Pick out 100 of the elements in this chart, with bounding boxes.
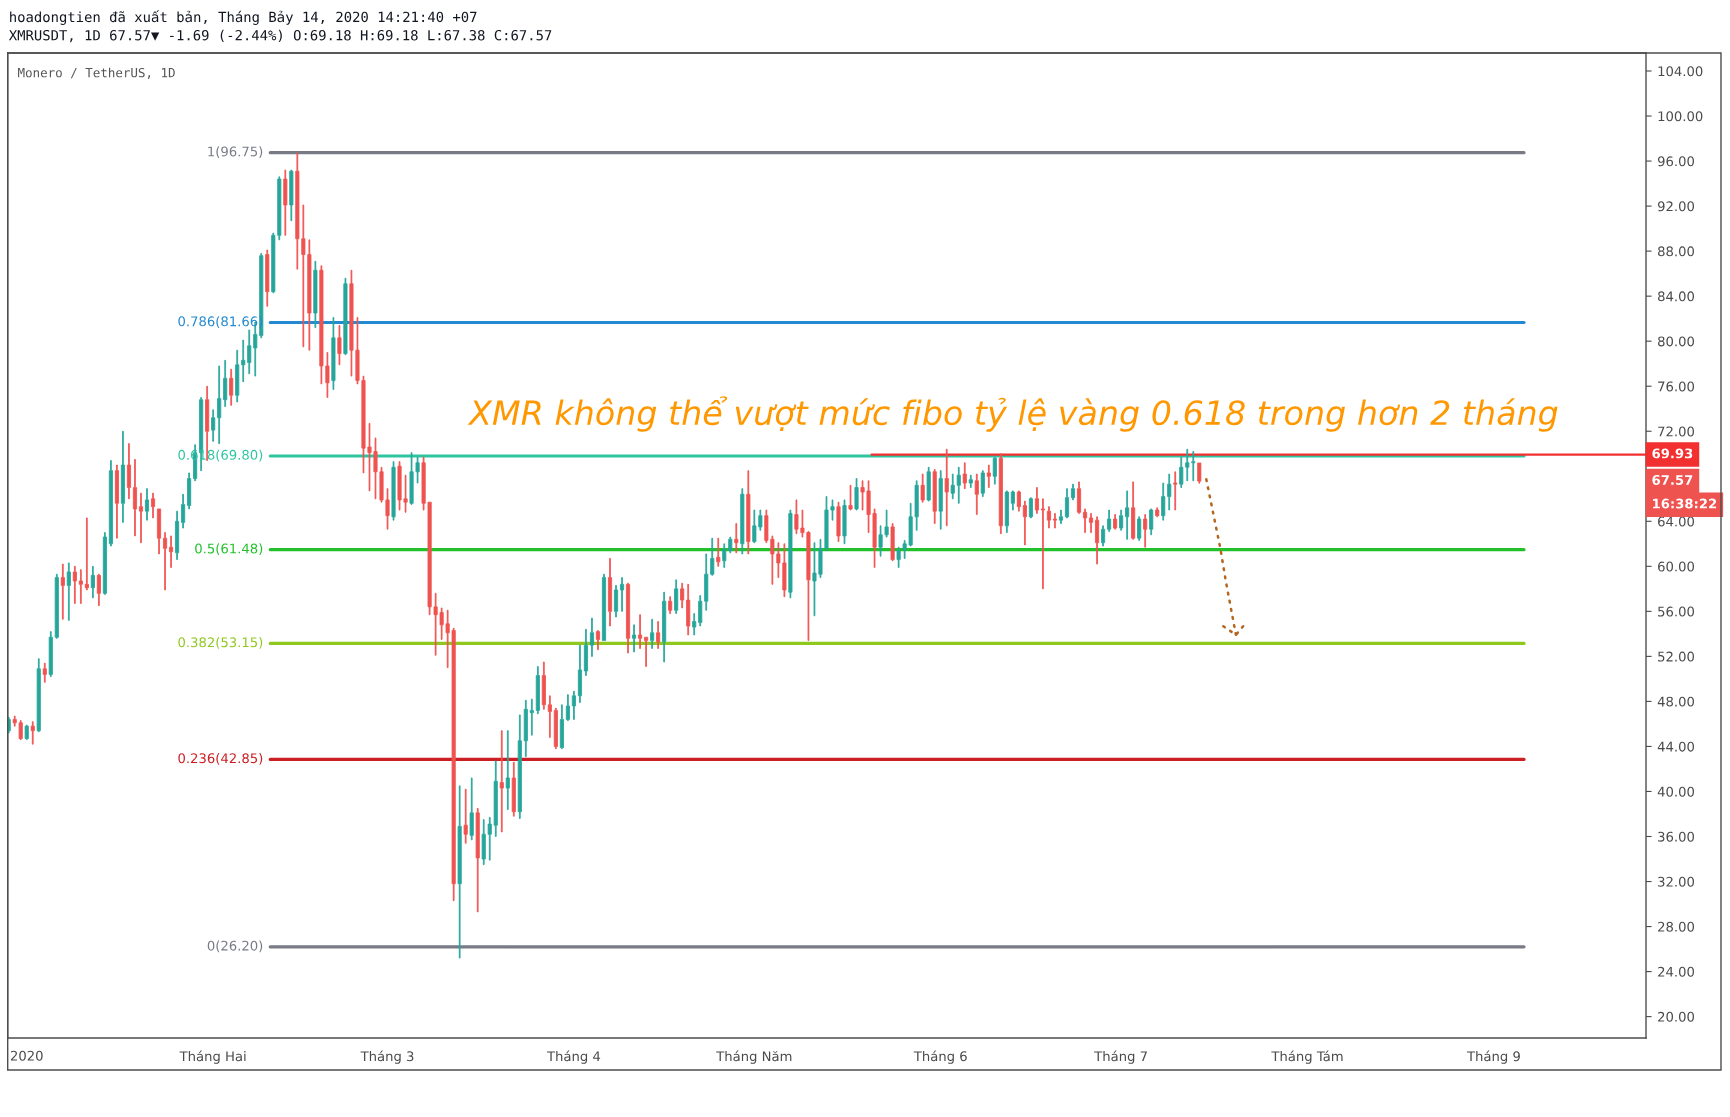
candlestick: [229, 368, 234, 406]
candlestick: [559, 704, 564, 750]
candlestick: [565, 694, 570, 721]
y-tick-label: 56.00: [1658, 606, 1695, 617]
text: hoadongtien đã xuất bản, Tháng Bảy 14, 2020 14:21:40 +07: [10, 10, 477, 25]
candlestick: [90, 565, 95, 599]
candlestick: [72, 565, 77, 604]
candlestick: [842, 499, 847, 545]
candlestick: [337, 325, 342, 366]
y-tick-label: 100.00: [1658, 111, 1703, 122]
candlestick: [265, 249, 270, 307]
candlestick: [920, 473, 925, 503]
candlestick: [517, 714, 522, 819]
candlestick: [24, 724, 29, 741]
candlestick: [499, 730, 504, 833]
candlestick: [986, 464, 991, 488]
x-tick-label: Tháng Tám: [1271, 1050, 1343, 1064]
candlestick: [1137, 516, 1142, 541]
candlestick: [1107, 509, 1112, 532]
x-tick-label: Tháng 9: [1466, 1050, 1520, 1064]
candlestick: [698, 595, 703, 627]
candlestick: [102, 532, 107, 595]
y-tick-label: 96.00: [1657, 156, 1695, 167]
candlestick: [980, 470, 985, 497]
y-tick-label: 80.00: [1658, 336, 1695, 347]
candlestick: [890, 523, 895, 562]
series-label: 1(96.75): [208, 146, 263, 159]
candlestick: [692, 613, 697, 636]
y-tick-label: 40.00: [1657, 786, 1695, 797]
candlestick: [1161, 482, 1166, 521]
candlestick: [734, 523, 739, 554]
candlestick: [1173, 471, 1178, 511]
candlestick: [1004, 490, 1009, 533]
candlestick: [1052, 513, 1058, 529]
candlestick: [60, 563, 65, 620]
text: 67.57: [1652, 474, 1693, 485]
series-label: 0.382(53.15): [178, 637, 263, 649]
candlestick: [644, 636, 649, 667]
candlestick: [680, 582, 685, 609]
candlestick: [968, 474, 973, 488]
candlestick: [156, 508, 162, 555]
candlestick: [126, 443, 132, 500]
candlestick: [541, 661, 546, 710]
candlestick: [613, 585, 619, 618]
candlestick: [944, 448, 949, 527]
candlestick: [716, 537, 721, 567]
candlestick: [1070, 483, 1076, 501]
candlestick: [547, 695, 552, 738]
candlestick: [469, 777, 474, 841]
y-tick-label: 52.00: [1658, 651, 1695, 662]
candlestick: [1197, 462, 1202, 484]
y-tick-label: 32.00: [1658, 876, 1695, 887]
candlestick: [1125, 490, 1130, 540]
candlestick: [836, 501, 841, 542]
x-tick-label: Tháng 6: [913, 1050, 967, 1064]
candlestick: [1034, 487, 1039, 514]
candlestick: [589, 617, 595, 657]
y-tick-label: 36.00: [1658, 831, 1695, 842]
candlestick: [181, 493, 186, 529]
y-tick-label: 84.00: [1658, 291, 1695, 302]
candlestick: [1089, 513, 1094, 533]
candlestick: [1082, 508, 1088, 533]
candlestick: [1131, 481, 1136, 540]
candlestick: [656, 621, 661, 649]
candlestick: [974, 473, 979, 515]
candlestick: [391, 461, 396, 521]
candlestick: [144, 488, 150, 521]
candlestick: [1046, 506, 1051, 529]
candlestick: [583, 628, 588, 676]
candlestick: [48, 631, 53, 678]
candlestick: [163, 532, 168, 591]
candlestick: [619, 577, 625, 612]
candlestick: [132, 458, 138, 537]
candlestick: [108, 460, 113, 547]
series-label: 0(26.20): [207, 940, 263, 953]
candlestick: [247, 329, 252, 375]
y-tick-label: 28.00: [1658, 921, 1695, 932]
candlestick: [283, 169, 288, 236]
candlestick: [674, 579, 679, 615]
y-tick-label: 72.00: [1658, 426, 1695, 437]
candlestick: [607, 558, 613, 627]
text: XMRUSDT, 1D 67.57▼ -1.69 (-2.44%) O:69.18 H:69.18 L:67.38 C:67.57: [8, 29, 552, 43]
y-tick-label: 48.00: [1657, 696, 1695, 707]
candlestick: [66, 562, 71, 621]
candlestick: [217, 365, 222, 445]
candlestick: [7, 716, 11, 734]
candlestick: [78, 569, 83, 604]
candlestick: [896, 546, 901, 568]
candlestick: [535, 666, 540, 715]
candlestick: [992, 456, 997, 485]
y-tick-label: 104.00: [1658, 66, 1703, 77]
candlestick: [1155, 507, 1160, 518]
candlestick: [668, 596, 673, 615]
candlestick: [505, 730, 510, 810]
candlestick: [571, 690, 576, 720]
candlestick: [1028, 497, 1033, 519]
series-label: 0.236(42.85): [178, 753, 263, 765]
y-tick-label: 76.00: [1658, 381, 1695, 392]
x-tick-label: Tháng Năm: [716, 1050, 792, 1064]
candlestick: [926, 466, 931, 502]
